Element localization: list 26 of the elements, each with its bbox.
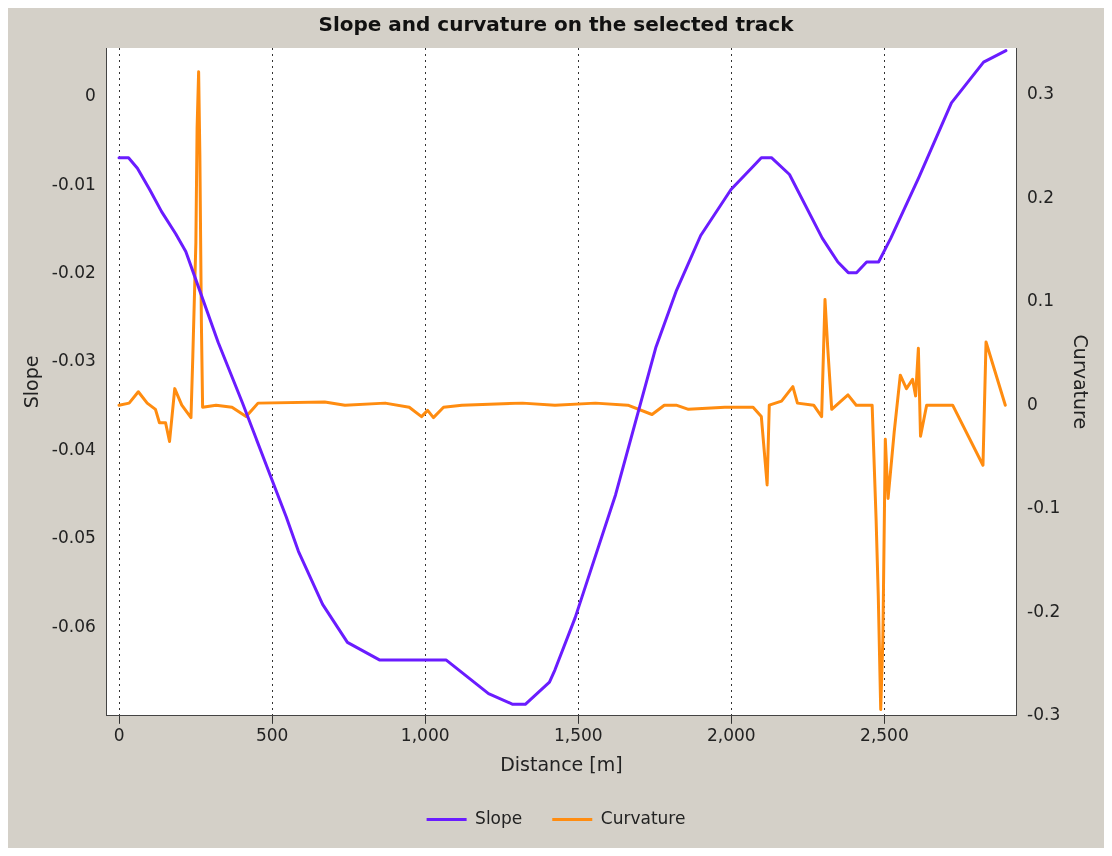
- y-tick-label: -0.04: [51, 438, 96, 459]
- y-tick-label: 0: [84, 85, 96, 106]
- y2-tick-label: -0.1: [1027, 497, 1061, 518]
- y-tick-label: -0.03: [51, 350, 96, 371]
- y-tick-label: -0.01: [51, 173, 96, 194]
- chart-title: Slope and curvature on the selected track: [318, 12, 795, 37]
- y2-tick-label: -0.2: [1027, 600, 1061, 621]
- legend-label: Curvature: [600, 807, 686, 828]
- legend-label: Slope: [475, 807, 523, 828]
- x-tick-label: 500: [255, 725, 289, 746]
- x-axis-title: Distance [m]: [500, 752, 623, 775]
- y-tick-label: -0.02: [51, 261, 96, 282]
- y2-tick-label: 0: [1027, 393, 1038, 414]
- y-axis-title: Slope: [20, 355, 43, 409]
- y2-tick-label: 0.2: [1027, 186, 1055, 207]
- y2-axis-title: Curvature: [1069, 334, 1092, 430]
- x-tick-label: 0: [113, 725, 125, 746]
- x-tick-label: 2,000: [706, 725, 756, 746]
- y2-tick-label: 0.3: [1027, 83, 1055, 104]
- x-tick-label: 2,500: [860, 725, 909, 746]
- y-tick-label: -0.05: [51, 527, 96, 548]
- x-tick-label: 1,000: [400, 725, 450, 746]
- y2-tick-label: -0.3: [1027, 704, 1061, 725]
- y-tick-label: -0.06: [51, 615, 96, 636]
- x-tick-label: 1,500: [553, 725, 603, 746]
- y2-tick-label: 0.1: [1027, 290, 1055, 311]
